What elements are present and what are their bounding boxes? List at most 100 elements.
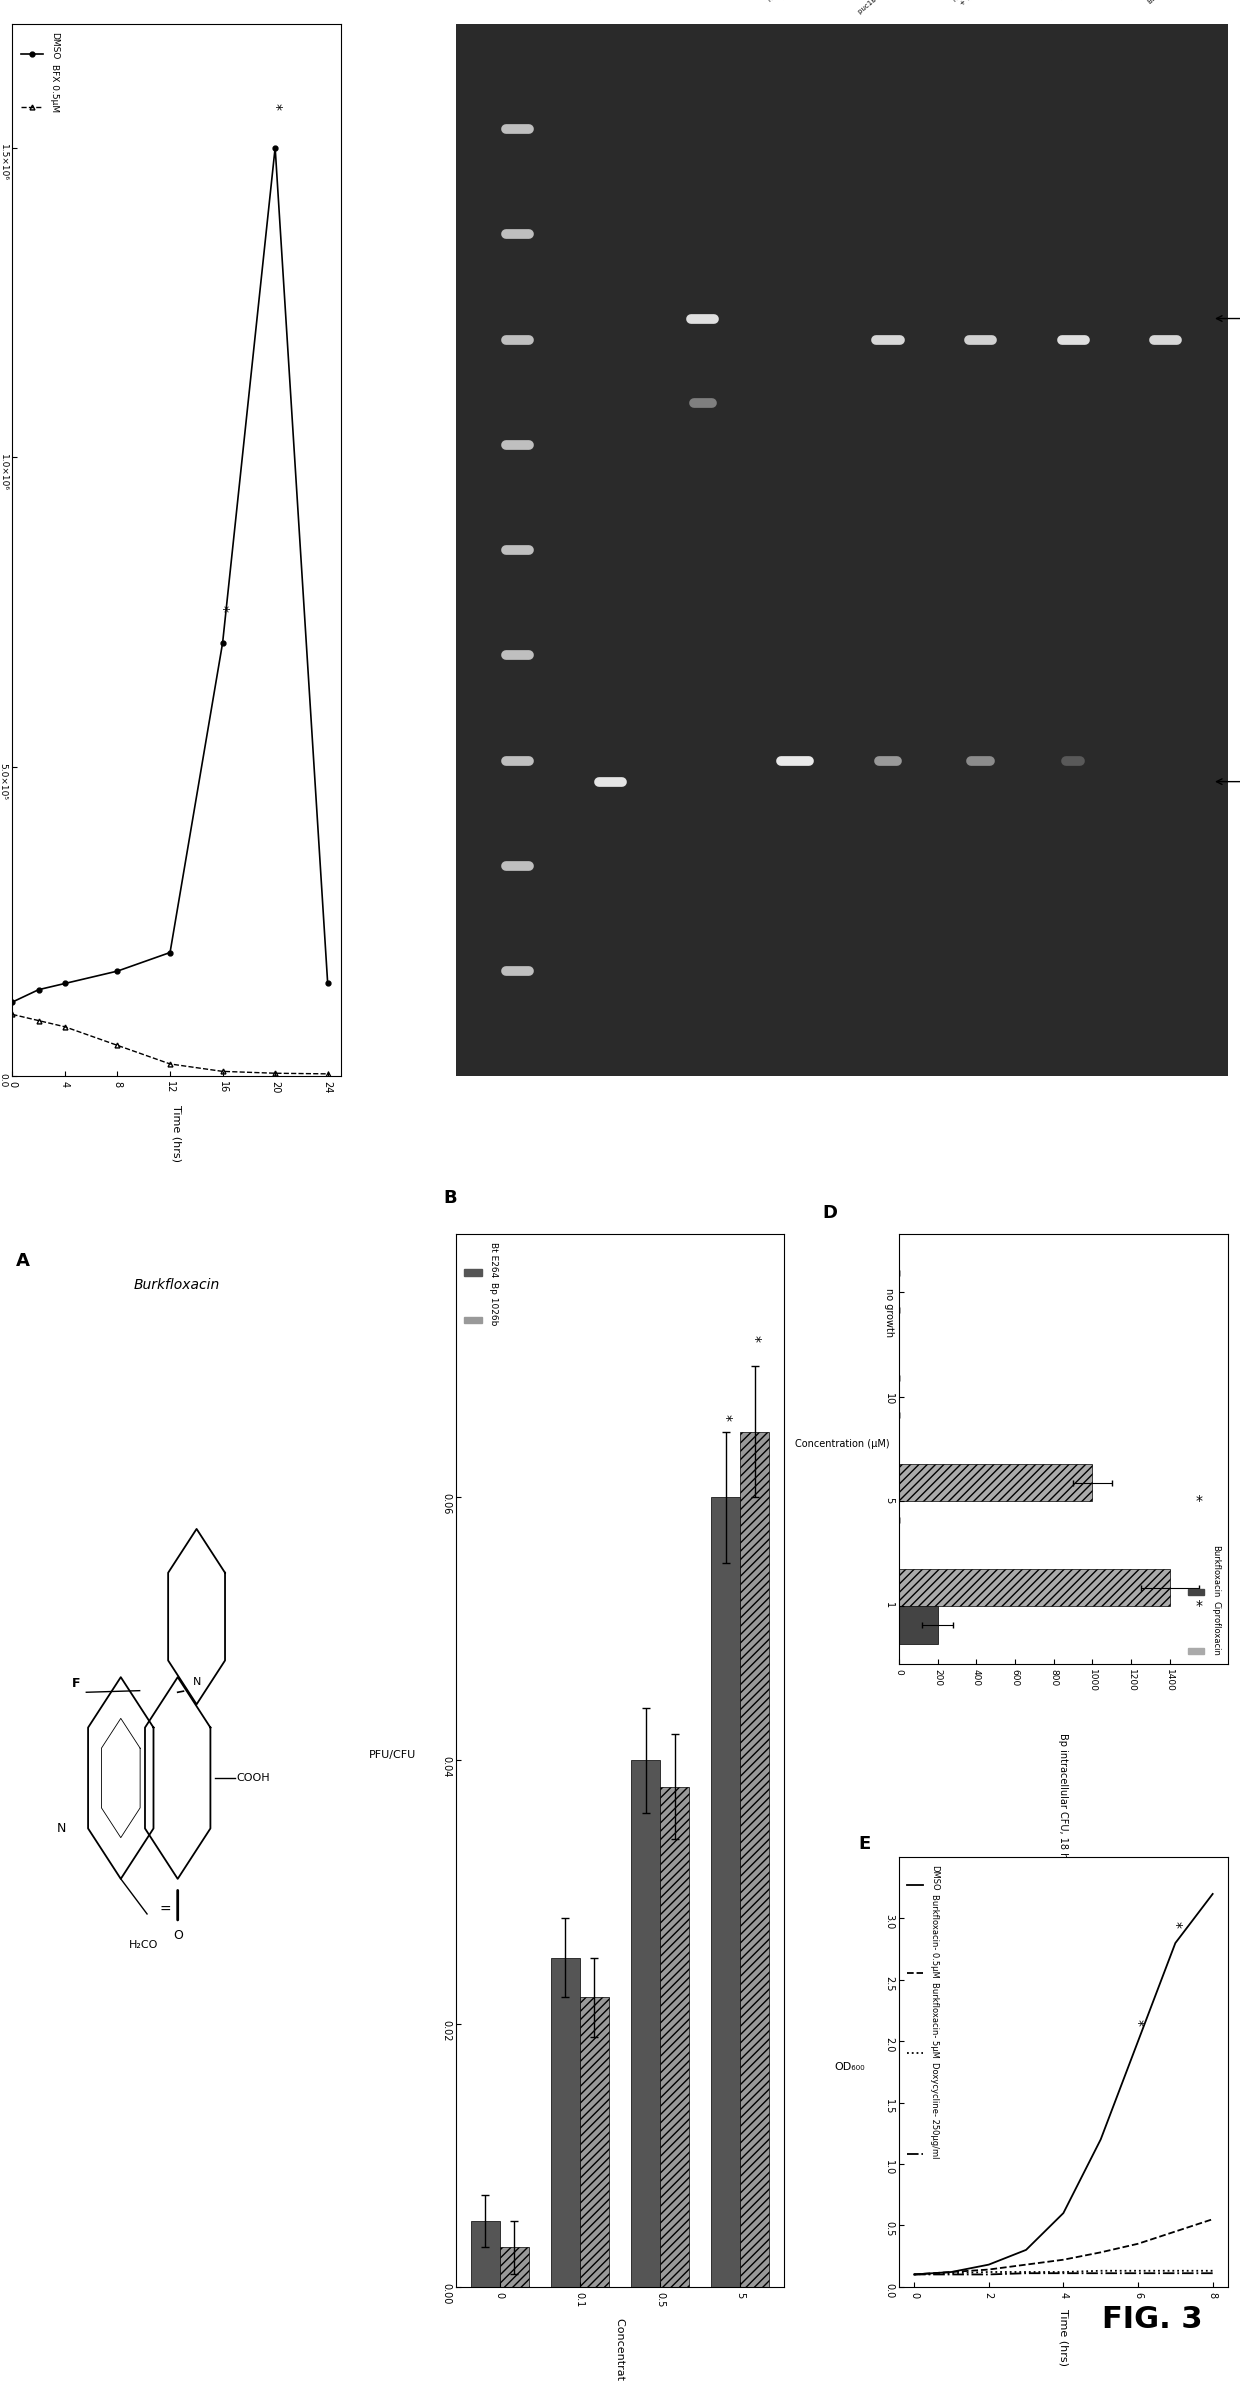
- Text: BFX 100μM: BFX 100μM: [1147, 0, 1180, 5]
- BFX 0.5μM: [57, 1012, 72, 1041]
- X-axis label: Concentration (μM): Concentration (μM): [615, 2318, 625, 2382]
- Line: DMSO: DMSO: [914, 1894, 1213, 2275]
- Line: Burkfloxacin- 0.5μM: Burkfloxacin- 0.5μM: [914, 2220, 1213, 2275]
- DMSO: [1131, 2027, 1146, 2056]
- Y-axis label: OD₆₀₀: OD₆₀₀: [835, 2063, 864, 2072]
- Burkfloxacin- 5μM: [1056, 2258, 1071, 2287]
- Y-axis label: Concentration (μM): Concentration (μM): [795, 1439, 890, 1448]
- Text: *: *: [1131, 2020, 1145, 2025]
- BFX 0.5μM: [5, 1000, 20, 1029]
- Doxycycline- 250μg/ml: [1205, 2258, 1220, 2287]
- DMSO: [906, 2261, 921, 2289]
- Text: Relaxed puc18
+ Cip 100μM: Relaxed puc18 + Cip 100μM: [952, 0, 1001, 10]
- Text: H₂CO: H₂CO: [129, 1941, 159, 1951]
- Line: Burkfloxacin- 5μM: Burkfloxacin- 5μM: [914, 2270, 1213, 2275]
- Text: *: *: [719, 1415, 733, 1422]
- BFX 0.5μM: [268, 1060, 283, 1089]
- Burkfloxacin- 0.5μM: [944, 2258, 959, 2287]
- DMSO: [1205, 1879, 1220, 1908]
- Burkfloxacin- 5μM: [981, 2258, 996, 2287]
- BFX 0.5μM: [31, 1005, 46, 1034]
- Burkfloxacin- 5μM: [906, 2261, 921, 2289]
- Doxycycline- 250μg/ml: [944, 2261, 959, 2289]
- Legend: DMSO, BFX 0.5μM: DMSO, BFX 0.5μM: [17, 29, 63, 117]
- Text: *: *: [268, 102, 283, 110]
- Bar: [551, 1958, 580, 2287]
- Bar: [899, 1570, 1169, 1605]
- DMSO: [1094, 2125, 1109, 2153]
- Text: FIG. 3: FIG. 3: [1102, 2306, 1203, 2334]
- Doxycycline- 250μg/ml: [981, 2261, 996, 2289]
- Bar: [471, 2220, 500, 2287]
- Bar: [899, 1605, 937, 1644]
- Doxycycline- 250μg/ml: [1094, 2258, 1109, 2287]
- DMSO: [110, 958, 125, 986]
- BFX 0.5μM: [320, 1060, 335, 1089]
- Text: BFX 100μM
+ gyrase: BFX 100μM + gyrase: [1049, 0, 1089, 5]
- Bar: [631, 1760, 660, 2287]
- Text: COOH: COOH: [237, 1772, 270, 1784]
- DMSO: [268, 133, 283, 162]
- Legend: Burkfloxacin, Ciprofloxacin: Burkfloxacin, Ciprofloxacin: [1184, 1541, 1224, 1660]
- Burkfloxacin- 0.5μM: [1205, 2206, 1220, 2234]
- Burkfloxacin- 0.5μM: [906, 2261, 921, 2289]
- Text: *: *: [748, 1336, 761, 1343]
- BFX 0.5μM: [216, 1058, 231, 1086]
- Bar: [740, 1432, 769, 2287]
- Text: F: F: [72, 1677, 81, 1689]
- Burkfloxacin- 0.5μM: [1094, 2239, 1109, 2268]
- Legend: Bt E264, Bp 1026b: Bt E264, Bp 1026b: [460, 1239, 502, 1329]
- Burkfloxacin- 5μM: [1018, 2258, 1033, 2287]
- Burkfloxacin- 5μM: [944, 2258, 959, 2287]
- Text: O: O: [172, 1929, 182, 1941]
- DMSO: [1018, 2237, 1033, 2265]
- BFX 0.5μM: [110, 1031, 125, 1060]
- Burkfloxacin- 0.5μM: [1018, 2251, 1033, 2280]
- Text: N: N: [192, 1677, 201, 1686]
- Text: *: *: [1168, 1920, 1183, 1927]
- Burkfloxacin- 0.5μM: [1131, 2230, 1146, 2258]
- Burkfloxacin- 5μM: [1205, 2256, 1220, 2284]
- DMSO: [216, 629, 231, 657]
- Doxycycline- 250μg/ml: [1018, 2258, 1033, 2287]
- DMSO: [31, 974, 46, 1003]
- Text: Relaxed puc18
+ gyrase: Relaxed puc18 + gyrase: [768, 0, 815, 10]
- Burkfloxacin- 0.5μM: [981, 2256, 996, 2284]
- Burkfloxacin- 0.5μM: [1168, 2218, 1183, 2246]
- Text: N: N: [57, 1822, 67, 1834]
- DMSO: [1168, 1929, 1183, 1958]
- Text: A: A: [16, 1253, 30, 1270]
- Burkfloxacin- 5μM: [1094, 2256, 1109, 2284]
- DMSO: [57, 969, 72, 998]
- Bar: [580, 1996, 609, 2287]
- DMSO: [944, 2258, 959, 2287]
- Text: Burkfloxacin: Burkfloxacin: [134, 1279, 219, 1291]
- X-axis label: Time (hrs): Time (hrs): [171, 1105, 181, 1162]
- Doxycycline- 250μg/ml: [906, 2261, 921, 2289]
- Y-axis label: PFU/CFU: PFU/CFU: [368, 1751, 415, 1760]
- Text: puc18 + Cip 500μM: puc18 + Cip 500μM: [858, 0, 915, 14]
- Bar: [712, 1498, 740, 2287]
- DMSO: [981, 2251, 996, 2280]
- Burkfloxacin- 5μM: [1168, 2256, 1183, 2284]
- Bar: [899, 1463, 1092, 1501]
- Bar: [500, 2246, 528, 2287]
- DMSO: [162, 939, 177, 967]
- Text: *: *: [1195, 1494, 1202, 1508]
- Text: *: *: [216, 605, 229, 612]
- Text: Supercoiled
puc18: Supercoiled puc18: [587, 0, 626, 5]
- X-axis label: Time (hrs): Time (hrs): [1059, 2308, 1069, 2365]
- Doxycycline- 250μg/ml: [1131, 2258, 1146, 2287]
- Text: D: D: [822, 1203, 837, 1222]
- DMSO: [1056, 2199, 1071, 2227]
- BFX 0.5μM: [162, 1050, 177, 1079]
- Doxycycline- 250μg/ml: [1056, 2258, 1071, 2287]
- Text: *: *: [1195, 1598, 1202, 1613]
- DMSO: [320, 969, 335, 998]
- Text: E: E: [858, 1834, 870, 1853]
- Legend: DMSO, Burkfloxacin- 0.5μM, Burkfloxacin- 5μM, Doxycycline- 250μg/ml: DMSO, Burkfloxacin- 0.5μM, Burkfloxacin-…: [903, 1860, 942, 2163]
- X-axis label: Bp intracellular CFU, 18 hrs: Bp intracellular CFU, 18 hrs: [1059, 1734, 1069, 1867]
- Line: BFX 0.5μM: BFX 0.5μM: [10, 1012, 330, 1077]
- Bar: [660, 1786, 689, 2287]
- Text: B: B: [444, 1189, 458, 1208]
